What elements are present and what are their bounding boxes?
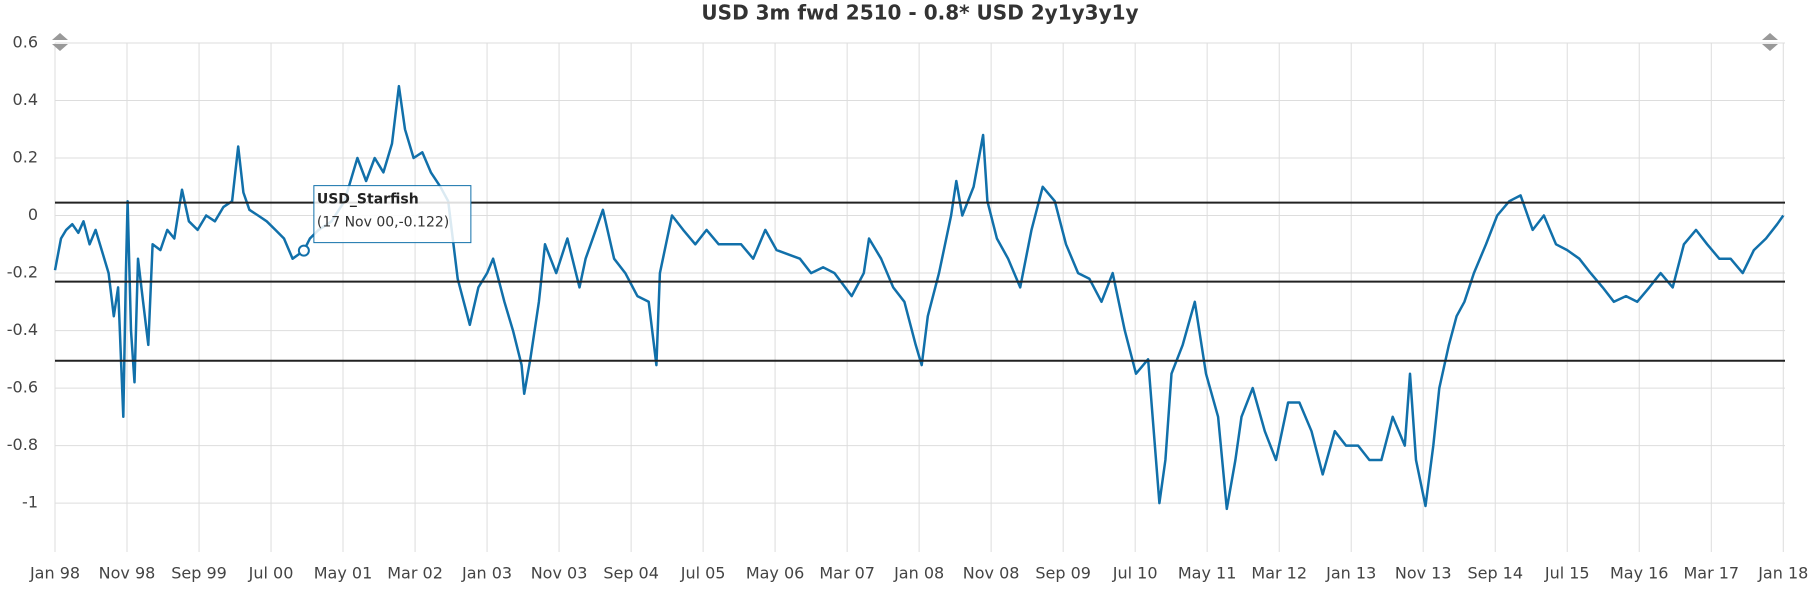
tooltip-text: (17 Nov 00,-0.122) (317, 215, 449, 231)
x-tick-label: Sep 14 (1467, 564, 1523, 583)
line-series (53, 84, 1785, 511)
tooltip-point (297, 244, 310, 257)
x-tick-label: Jul 05 (680, 564, 726, 583)
x-tick-label: Jul 15 (1544, 564, 1590, 583)
tooltip-box (313, 185, 472, 244)
x-tick-label: Nov 98 (99, 564, 156, 583)
x-tick-label: May 16 (1610, 564, 1669, 583)
x-tick-label: Jan 03 (461, 564, 512, 583)
y-tick-label: -0.6 (7, 378, 38, 397)
x-tick-label: Sep 99 (171, 564, 227, 583)
y-tick-label: -0.2 (7, 263, 38, 282)
x-tick-label: Nov 13 (1395, 564, 1452, 583)
tooltip-title: USD_Starfish (317, 192, 419, 208)
x-tick-label: Nov 08 (963, 564, 1020, 583)
x-tick-label: May 06 (746, 564, 805, 583)
x-tick-label: Jul 10 (1112, 564, 1158, 583)
y-tick-label: 0.4 (13, 90, 38, 109)
y-tick-label: 0 (28, 205, 38, 224)
x-tick-label: Mar 07 (819, 564, 875, 583)
y-tick-label: -0.4 (7, 320, 38, 339)
y-tick-label: 0.6 (13, 33, 38, 52)
y-tick-label: -0.8 (7, 435, 38, 454)
x-tick-label: Jan 18 (1757, 564, 1808, 583)
x-tick-label: Jan 98 (29, 564, 80, 583)
tooltip: USD_Starfish (17 Nov 00,-0.122) (313, 185, 472, 244)
x-tick-label: Jan 08 (893, 564, 944, 583)
y-tick-label: -1 (22, 493, 38, 512)
x-tick-label: Jan 13 (1325, 564, 1376, 583)
chart-title: USD 3m fwd 2510 - 0.8* USD 2y1y3y1y (701, 1, 1138, 25)
x-tick-label: Mar 02 (387, 564, 443, 583)
x-tick-label: May 11 (1178, 564, 1237, 583)
x-tick-label: Nov 03 (531, 564, 588, 583)
x-tick-label: Sep 09 (1035, 564, 1091, 583)
y-tick-label: 0.2 (13, 148, 38, 167)
scroll-handle (1762, 33, 1778, 51)
x-tick-label: Mar 12 (1251, 564, 1307, 583)
x-tick-label: Sep 04 (603, 564, 659, 583)
x-tick-label: May 01 (314, 564, 373, 583)
x-tick-label: Jul 00 (248, 564, 294, 583)
scroll-handle (52, 33, 68, 51)
x-tick-label: Mar 17 (1683, 564, 1739, 583)
